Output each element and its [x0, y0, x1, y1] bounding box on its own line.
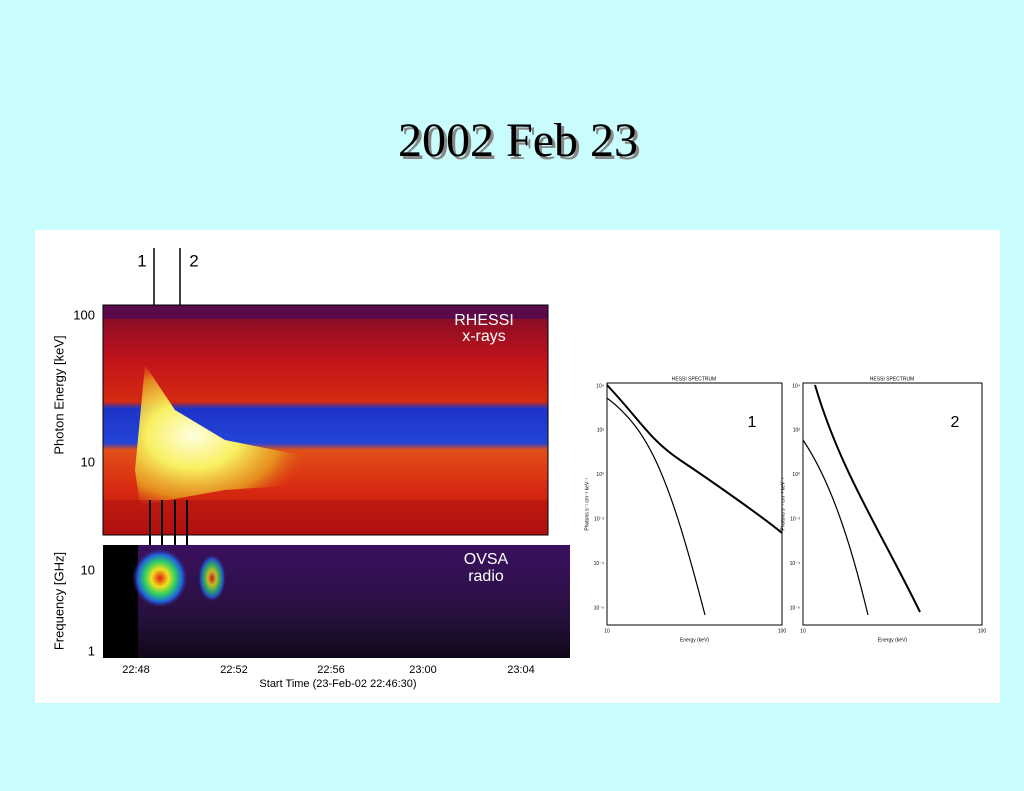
x-tick-label: 22:48	[122, 664, 150, 676]
spectrogram-band	[103, 305, 548, 319]
y-tick-label: 10⁻⁶	[790, 605, 800, 611]
x-tick-label: 10	[604, 628, 610, 634]
flare-blob	[135, 365, 330, 505]
radio-burst	[198, 554, 226, 602]
title-shadow: 2002 Feb 23	[401, 117, 641, 170]
x-tick-label: 100	[778, 628, 787, 634]
y-axis-label: Photon Energy [keV]	[51, 335, 66, 454]
y-tick-label: 10	[81, 562, 95, 577]
x-tick-label: 22:52	[220, 664, 248, 676]
x-axis-label: Energy (keV)	[680, 637, 710, 643]
y-tick-label: 10⁻²	[594, 517, 604, 523]
y-tick-label: 10⁻⁴	[790, 561, 800, 567]
spectrogram-band	[103, 545, 138, 658]
radio-spectrogram	[103, 545, 570, 658]
x-tick-label: 23:04	[507, 664, 535, 676]
y-axis-label: Photons s⁻¹ cm⁻² keV⁻¹	[780, 477, 786, 531]
x-axis-label: Start Time (23-Feb-02 22:46:30)	[259, 678, 416, 690]
marker-label: 1	[137, 251, 146, 270]
plot-frame	[606, 382, 783, 626]
y-tick-label: 10⁴	[792, 383, 800, 389]
y-tick-label: 10²	[793, 428, 801, 434]
x-axis-label: Energy (keV)	[878, 637, 908, 643]
spectrum-title: HESSI SPECTRUM	[870, 376, 914, 382]
spectrum-panel: HESSI SPECTRUM 1	[606, 376, 783, 626]
fit-curve	[814, 384, 921, 613]
spectrum-axes: 10 100 Energy (keV) 10⁴ 10² 10⁰ 10⁻² 10⁻⁴ 10⁻⁶ Ph…	[584, 383, 986, 643]
y-axis-label: Frequency [GHz]	[51, 552, 66, 650]
fit-curve	[606, 384, 783, 534]
marker-label: 2	[189, 251, 198, 270]
plot-frame	[102, 304, 549, 536]
fit-curve	[606, 397, 706, 616]
spectrogram-band	[103, 500, 548, 535]
slide-title: 2002 Feb 23	[398, 114, 638, 167]
xray-spectrogram	[102, 304, 549, 536]
spectrum-label: 1	[748, 414, 757, 431]
fit-curve	[802, 439, 869, 616]
band-label: radio	[468, 568, 504, 585]
radio-burst	[132, 548, 188, 608]
instrument-label: OVSA	[464, 551, 509, 568]
spectrum-label: 2	[951, 414, 960, 431]
y-tick-label: 10	[81, 454, 95, 469]
spectrum-title: HESSI SPECTRUM	[672, 376, 716, 382]
y-tick-label: 10⁴	[596, 383, 604, 389]
band-label: x-rays	[462, 328, 506, 345]
time-markers	[149, 500, 188, 547]
y-tick-label: 10⁰	[792, 472, 800, 478]
y-tick-label: 10⁰	[596, 472, 604, 478]
y-tick-label: 10⁻⁴	[594, 561, 604, 567]
y-tick-label: 10⁻⁶	[594, 605, 604, 611]
y-tick-label: 1	[88, 643, 95, 658]
y-axis-label: Photons s⁻¹ cm⁻² keV⁻¹	[584, 477, 590, 531]
x-tick-label: 23:00	[409, 664, 437, 676]
x-tick-label: 22:56	[317, 664, 345, 676]
x-tick-label: 100	[978, 628, 987, 634]
y-tick-label: 10⁻²	[790, 517, 800, 523]
y-tick-label: 10²	[597, 428, 605, 434]
x-tick-label: 10	[800, 628, 806, 634]
plot-frame	[802, 382, 983, 626]
instrument-label: RHESSI	[454, 312, 514, 329]
spectrum-panel: HESSI SPECTRUM 2	[802, 376, 983, 626]
y-tick-label: 100	[73, 307, 95, 322]
